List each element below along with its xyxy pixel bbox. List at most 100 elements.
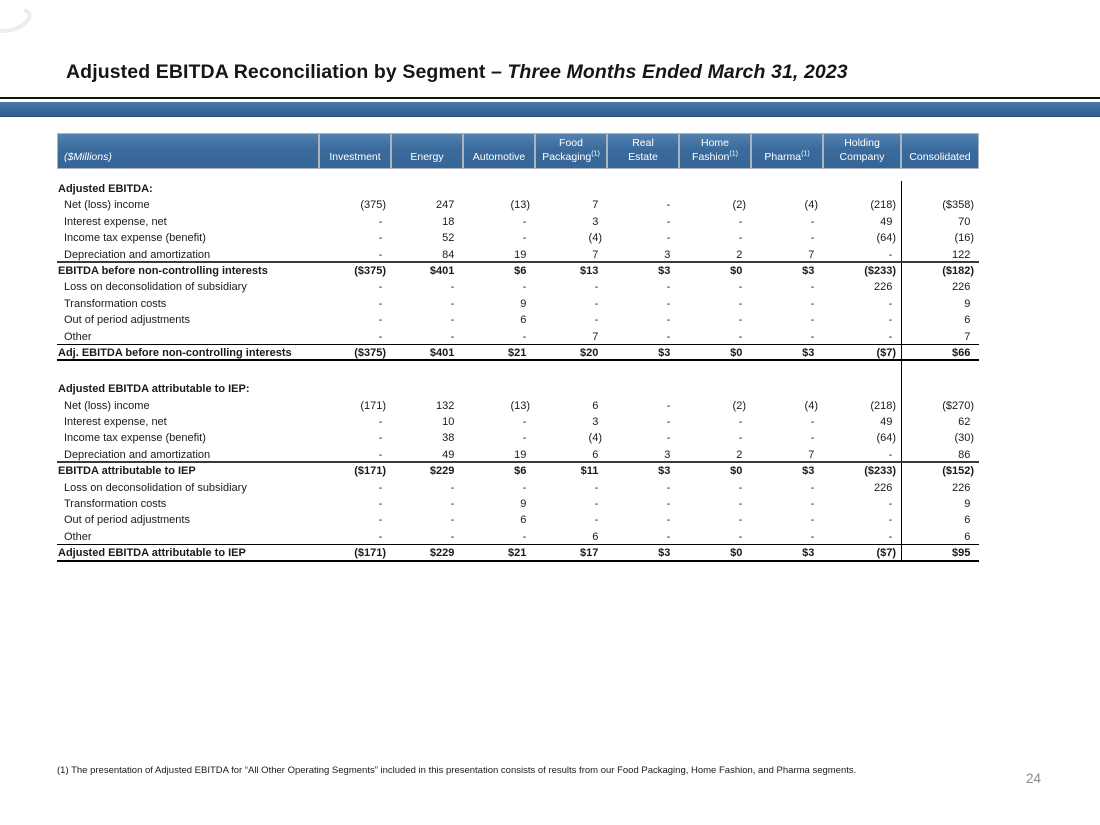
value-cell (901, 381, 979, 398)
value-cell (751, 181, 823, 197)
value-cell: ($233) (864, 465, 896, 478)
table-row: Adjusted EBITDA attributable to IEP ($171… (57, 545, 979, 562)
value-cell: 2) (736, 448, 743, 461)
value-cell (679, 361, 751, 381)
value-cell: 247) (435, 199, 455, 212)
value-cell: 6) (592, 399, 599, 412)
column-header-line2: Estate (628, 150, 658, 163)
value-cell: -) (378, 215, 383, 228)
value-cell: 49) (880, 416, 893, 429)
value-cell: -) (810, 314, 815, 327)
column-header: Food Packaging(1) (535, 133, 607, 169)
value-cell: -) (888, 248, 893, 261)
row-label: Interest expense, net (64, 215, 167, 228)
value-cell: 52) (442, 232, 455, 245)
value-cell: 3) (664, 448, 671, 461)
table-row: Out of period adjustments -) -) 6) -) -) -) -) -… (57, 312, 979, 329)
value-cell: -) (666, 399, 671, 412)
title-main: Adjusted EBITDA Reconciliation by Segmen… (66, 61, 508, 83)
value-cell: (30) (901, 430, 979, 447)
column-header-line2: Packaging(1) (542, 150, 600, 163)
value-cell: $401) (429, 346, 455, 359)
column-header: Home Fashion(1) (679, 133, 751, 169)
value-cell: -) (450, 297, 455, 310)
value-cell: -) (378, 432, 383, 445)
value-cell: $13) (579, 264, 599, 277)
table-row: Adj. EBITDA before non-controlling inter… (57, 344, 979, 362)
value-cell: -) (450, 330, 455, 343)
value-cell: -) (522, 232, 527, 245)
value-cell: -) (810, 232, 815, 245)
value-cell: ($7) (876, 547, 896, 560)
value-cell: -) (810, 530, 815, 543)
value-cell: 7) (592, 330, 599, 343)
value-cell: ($233) (864, 264, 896, 277)
column-header: Pharma(1) (751, 133, 823, 169)
row-label: EBITDA before non-controlling interests (58, 264, 268, 277)
value-cell: ($152) (901, 463, 979, 480)
table-row: Interest expense, net -) 10) -) 3) -) -) -) 49) 6… (57, 414, 979, 431)
value-cell: 6) (592, 530, 599, 543)
value-cell (607, 181, 679, 197)
value-cell (823, 381, 901, 397)
table-row: Other -) -) -) 7) -) -) -) -) 7) (57, 328, 979, 345)
value-cell: ($358) (901, 197, 979, 214)
value-cell: 3) (592, 215, 599, 228)
row-label (57, 361, 319, 381)
value-cell: (4) (804, 399, 818, 412)
value-cell: -) (666, 330, 671, 343)
value-cell: $401) (429, 264, 455, 277)
value-cell: -) (810, 514, 815, 527)
value-cell (751, 381, 823, 397)
value-cell: 18) (442, 215, 455, 228)
value-cell: -) (378, 232, 383, 245)
value-cell: -) (738, 297, 743, 310)
value-cell: -) (738, 314, 743, 327)
value-cell: 84) (442, 248, 455, 261)
value-cell: 6) (901, 528, 979, 545)
row-label: Loss on deconsolidation of subsidiary (64, 281, 247, 294)
value-cell: 2) (736, 248, 743, 261)
value-cell (751, 361, 823, 381)
value-cell (901, 181, 979, 198)
value-cell: -) (666, 432, 671, 445)
value-cell: 9) (520, 297, 527, 310)
table-row: Out of period adjustments -) -) 6) -) -) -) -) -… (57, 512, 979, 529)
value-cell: 9) (520, 498, 527, 511)
value-cell: -) (378, 281, 383, 294)
value-cell: $66) (901, 344, 979, 360)
value-cell: -) (810, 281, 815, 294)
table-row: Transformation costs -) -) 9) -) -) -) -) -) 9) (57, 496, 979, 513)
value-cell: 7) (901, 328, 979, 344)
value-cell: 19) (514, 448, 527, 461)
row-label: Income tax expense (benefit) (64, 232, 206, 245)
row-label: EBITDA attributable to IEP (58, 465, 196, 478)
value-cell: -) (738, 481, 743, 494)
row-label: Income tax expense (benefit) (64, 432, 206, 445)
value-cell: -) (378, 481, 383, 494)
row-label: Adjusted EBITDA: (58, 183, 153, 195)
value-cell: 132) (435, 399, 455, 412)
table-row: EBITDA attributable to IEP ($171) $229) $6)… (57, 463, 979, 480)
value-cell (535, 381, 607, 397)
value-cell: -) (594, 481, 599, 494)
value-cell: -) (666, 530, 671, 543)
value-cell (679, 181, 751, 197)
value-cell: $0) (730, 547, 743, 560)
value-cell: -) (810, 498, 815, 511)
row-label: Net (loss) income (64, 199, 150, 212)
value-cell: $3) (658, 465, 671, 478)
value-cell: -) (378, 448, 383, 461)
column-header-line2: Fashion(1) (692, 150, 738, 163)
value-cell: 6) (520, 514, 527, 527)
value-cell: 38) (442, 432, 455, 445)
value-cell: -) (666, 281, 671, 294)
value-cell: 62) (901, 414, 979, 431)
value-cell: 9) (901, 295, 979, 313)
value-cell (901, 361, 979, 382)
value-cell: ($375) (354, 346, 386, 359)
value-cell: $3) (802, 547, 815, 560)
value-cell: -) (888, 314, 893, 327)
value-cell (607, 361, 679, 381)
value-cell: $3) (658, 346, 671, 359)
